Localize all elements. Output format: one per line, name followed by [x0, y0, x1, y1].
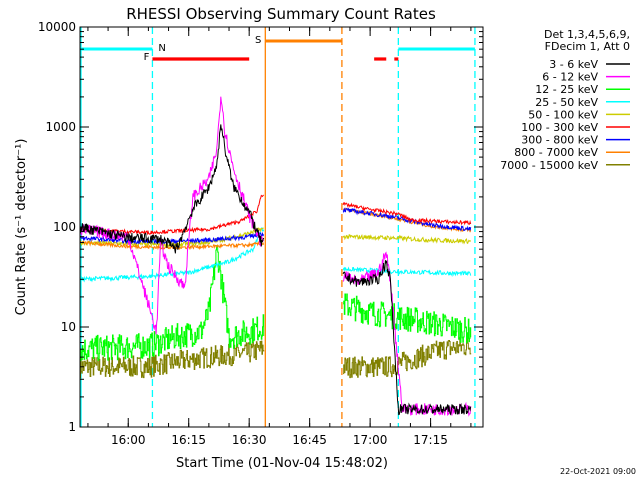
series-segment	[79, 245, 265, 362]
series-segment	[342, 266, 472, 277]
y-axis-label: Count Rate (s⁻¹ detector⁻¹)	[14, 139, 29, 316]
x-tick-label: 16:30	[232, 433, 267, 447]
series-12-25-keV-kev-line	[79, 245, 472, 362]
chart-title: RHESSI Observing Summary Count Rates	[126, 5, 436, 23]
y-tick-label: 10000	[38, 20, 76, 34]
legend-label: 300 - 800 keV	[521, 134, 598, 147]
night-flag-label: N	[158, 43, 165, 54]
legend-label: 50 - 100 keV	[528, 108, 598, 121]
legend-label: 12 - 25 keV	[535, 83, 598, 96]
plot-area: NF S	[79, 27, 476, 427]
series-segment	[343, 293, 472, 344]
legend-label: 100 - 300 keV	[521, 121, 598, 134]
legend-label: 3 - 6 keV	[549, 58, 598, 71]
legend-label: 25 - 50 keV	[535, 96, 598, 109]
series-3-6-keV-kev-line	[79, 124, 472, 416]
x-tick-label: 17:15	[413, 433, 448, 447]
legend-label: 800 - 7000 keV	[514, 146, 598, 159]
legend-label: 6 - 12 keV	[542, 71, 598, 84]
series-segment	[342, 233, 472, 245]
x-tick-label: 16:45	[292, 433, 327, 447]
series-segment	[342, 202, 472, 226]
y-tick-label: 10	[61, 320, 76, 334]
x-axis-label: Start Time (01-Nov-04 15:48:02)	[176, 456, 388, 471]
y-tick-label: 1000	[45, 120, 76, 134]
y-tick-label: 1	[68, 420, 76, 434]
legend-header-line-2: FDecim 1, Att 0	[545, 40, 630, 53]
series-segment	[79, 96, 265, 335]
series-segment	[342, 259, 472, 416]
legend-label: 7000 - 15000 keV	[500, 159, 598, 172]
axes: 1 10 100 1000 10000 16:00 16:15 16:30 16:45 17:00…	[38, 20, 483, 447]
series-7000-15000-keV-kev-line	[79, 337, 472, 379]
flare-flag-label: F	[144, 52, 150, 63]
series-segment	[79, 124, 265, 254]
x-tick-label: 16:00	[111, 433, 146, 447]
legend-header-line-1: Det 1,3,4,5,6,9,	[544, 28, 630, 41]
series-100-300-keV-kev-line	[79, 194, 472, 236]
series-segment	[342, 207, 472, 231]
y-tick-label: 100	[53, 220, 76, 234]
series-6-12-keV-kev-line	[79, 96, 472, 417]
series-segment	[343, 337, 472, 379]
x-tick-label: 17:00	[353, 433, 388, 447]
series-25-50-keV-kev-line	[79, 227, 472, 283]
series-300-800-keV-kev-line	[79, 207, 472, 245]
saa-flag-label: S	[255, 35, 261, 46]
series-segment	[79, 340, 265, 379]
x-tick-label: 16:15	[171, 433, 206, 447]
legend: Det 1,3,4,5,6,9, FDecim 1, Att 0 3 - 6 k…	[500, 28, 630, 172]
series-segment	[79, 231, 265, 245]
series-segment	[79, 227, 265, 283]
series-segment	[79, 194, 264, 236]
generation-timestamp: 22-Oct-2021 09:00	[560, 467, 636, 476]
